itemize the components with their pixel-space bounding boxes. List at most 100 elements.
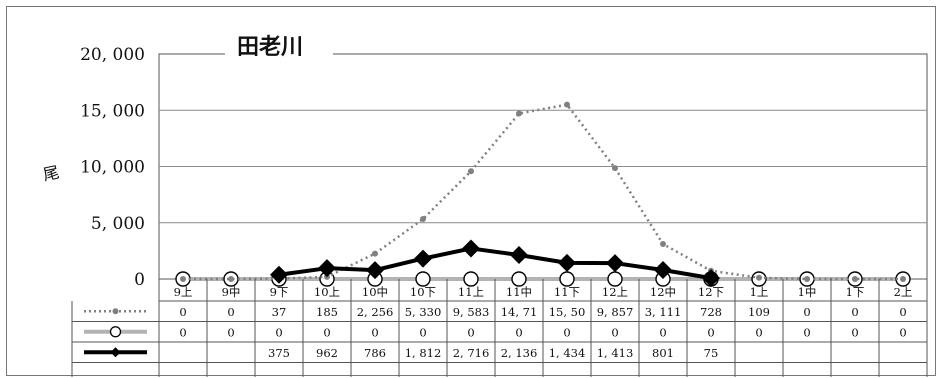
category-label: 9上 bbox=[174, 285, 193, 299]
table-cell: 0 bbox=[371, 325, 378, 339]
table-cell: 2, 256 bbox=[357, 305, 394, 319]
y-tick-label: 0 bbox=[134, 270, 145, 290]
table-cell: 0 bbox=[851, 325, 858, 339]
category-label: 2上 bbox=[894, 285, 913, 299]
data-point-open bbox=[415, 271, 431, 287]
data-point-dotted bbox=[804, 276, 810, 282]
table-cell: 37 bbox=[272, 305, 287, 319]
data-point-diamond bbox=[702, 269, 720, 288]
table-cell: 9, 857 bbox=[597, 305, 634, 319]
table-cell: 0 bbox=[659, 325, 666, 339]
data-table: 9上 9中 9下 10上 10中 10下 11上 11中 11下 12上 12中 12下 1上 1中 1下 2… bbox=[71, 279, 928, 377]
data-point-diamond bbox=[654, 260, 672, 279]
series-layer bbox=[175, 101, 911, 288]
table-cell: 1, 812 bbox=[405, 346, 442, 360]
y-tick-label: 20, 000 bbox=[80, 45, 145, 65]
category-label: 12上 bbox=[602, 285, 628, 299]
table-cell: 109 bbox=[748, 305, 770, 319]
data-point-diamond bbox=[414, 249, 432, 268]
category-label: 11上 bbox=[458, 285, 484, 299]
title-background bbox=[225, 37, 333, 71]
legend-key-marker bbox=[109, 326, 122, 338]
category-label: 10下 bbox=[410, 285, 436, 299]
data-point-diamond bbox=[510, 245, 528, 264]
category-label: 11下 bbox=[554, 285, 580, 299]
data-point-open bbox=[559, 271, 575, 287]
data-point-open bbox=[463, 271, 479, 287]
table-cell: 0 bbox=[227, 325, 234, 339]
table-cell: 0 bbox=[323, 325, 330, 339]
table-cell: 9, 583 bbox=[453, 305, 490, 319]
legend-key-marker bbox=[112, 308, 119, 315]
data-point-dotted bbox=[756, 274, 762, 281]
data-point-diamond bbox=[270, 265, 288, 284]
category-label: 11中 bbox=[506, 285, 532, 299]
data-point-open bbox=[607, 271, 623, 287]
y-tick-label: 5, 000 bbox=[91, 214, 145, 234]
chart-frame: 20, 000 15, 000 10, 000 5, 000 0 尾 田老川 9上 9中 9… bbox=[6, 6, 936, 377]
category-label: 1上 bbox=[750, 285, 769, 299]
table-cell: 75 bbox=[704, 346, 719, 360]
data-point-open bbox=[511, 271, 527, 287]
table-cell: 15, 50 bbox=[549, 305, 586, 319]
category-label: 12中 bbox=[650, 285, 676, 299]
table-cell: 786 bbox=[364, 346, 386, 360]
table-cell: 185 bbox=[316, 305, 338, 319]
table-cell: 0 bbox=[611, 325, 618, 339]
table-cell: 14, 71 bbox=[501, 305, 538, 319]
data-point-dotted bbox=[228, 276, 234, 282]
table-cell: 0 bbox=[899, 305, 906, 319]
grid bbox=[158, 53, 928, 280]
y-tick-label: 15, 000 bbox=[80, 101, 145, 121]
table-cell: 0 bbox=[515, 325, 522, 339]
table-cell: 1, 413 bbox=[597, 346, 634, 360]
table-cell: 375 bbox=[268, 346, 290, 360]
category-label: 9中 bbox=[222, 285, 241, 299]
table-cell: 962 bbox=[316, 346, 338, 360]
data-point-dotted bbox=[516, 110, 522, 117]
category-label: 1下 bbox=[846, 285, 865, 299]
table-cell: 0 bbox=[755, 325, 762, 339]
data-point-diamond bbox=[366, 261, 384, 280]
table-cell: 0 bbox=[803, 325, 810, 339]
table-cell: 0 bbox=[179, 305, 186, 319]
category-label: 10上 bbox=[314, 285, 340, 299]
category-label: 12下 bbox=[698, 285, 724, 299]
table-cell: 2, 136 bbox=[501, 346, 538, 360]
series-line-dotted bbox=[183, 103, 903, 281]
table-cell: 2, 716 bbox=[453, 346, 490, 360]
table-cell: 801 bbox=[652, 346, 674, 360]
table-cell: 728 bbox=[700, 305, 722, 319]
data-point-dotted bbox=[468, 168, 474, 175]
table-cell: 0 bbox=[179, 325, 186, 339]
table-cell: 0 bbox=[563, 325, 570, 339]
data-point-dotted bbox=[564, 101, 570, 108]
data-point-diamond bbox=[318, 259, 336, 278]
data-point-dotted bbox=[900, 276, 906, 282]
category-label: 10中 bbox=[362, 285, 388, 299]
y-axis-label: 尾 bbox=[41, 163, 61, 185]
chart-title: 田老川 bbox=[237, 35, 303, 60]
table-cell: 3, 111 bbox=[645, 305, 682, 319]
data-point-dotted bbox=[852, 276, 858, 282]
table-cell: 0 bbox=[851, 305, 858, 319]
category-label: 9下 bbox=[270, 285, 289, 299]
table-cell: 0 bbox=[275, 325, 282, 339]
table-cell: 0 bbox=[803, 305, 810, 319]
table-cell: 0 bbox=[467, 325, 474, 339]
table-cell: 0 bbox=[899, 325, 906, 339]
data-point-dotted bbox=[660, 241, 666, 248]
data-point-diamond bbox=[606, 254, 624, 273]
data-point-dotted bbox=[372, 250, 378, 257]
table-cell: 1, 434 bbox=[549, 346, 586, 360]
series-line-black bbox=[278, 246, 712, 281]
data-point-dotted bbox=[612, 165, 618, 172]
data-point-diamond bbox=[462, 239, 480, 258]
table-cell: 0 bbox=[707, 325, 714, 339]
data-point-dotted bbox=[180, 276, 186, 282]
table-cell: 5, 330 bbox=[405, 305, 442, 319]
y-tick-label: 10, 000 bbox=[80, 158, 145, 178]
category-label: 1中 bbox=[798, 285, 817, 299]
data-point-dotted bbox=[420, 216, 426, 223]
